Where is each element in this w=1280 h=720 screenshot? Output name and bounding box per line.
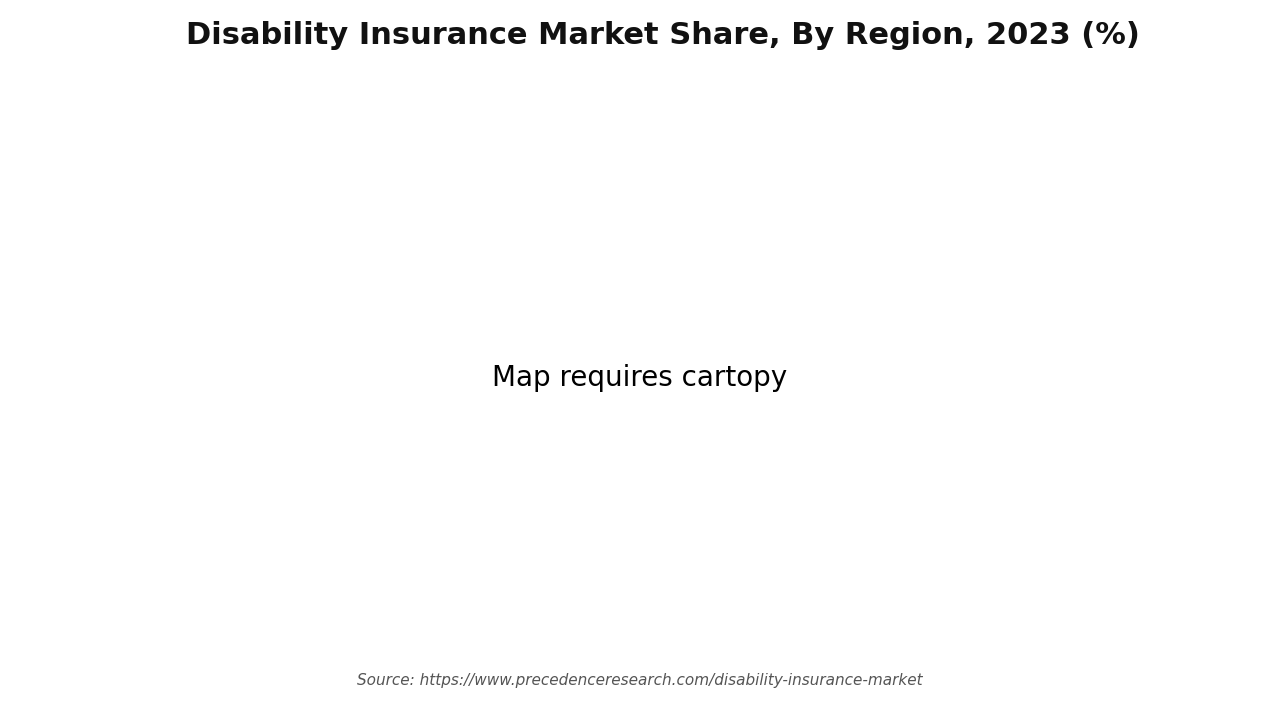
Text: Source: https://www.precedenceresearch.com/disability-insurance-market: Source: https://www.precedenceresearch.c… xyxy=(357,673,923,688)
Text: Disability Insurance Market Share, By Region, 2023 (%): Disability Insurance Market Share, By Re… xyxy=(186,21,1139,50)
Text: Map requires cartopy: Map requires cartopy xyxy=(493,364,787,392)
